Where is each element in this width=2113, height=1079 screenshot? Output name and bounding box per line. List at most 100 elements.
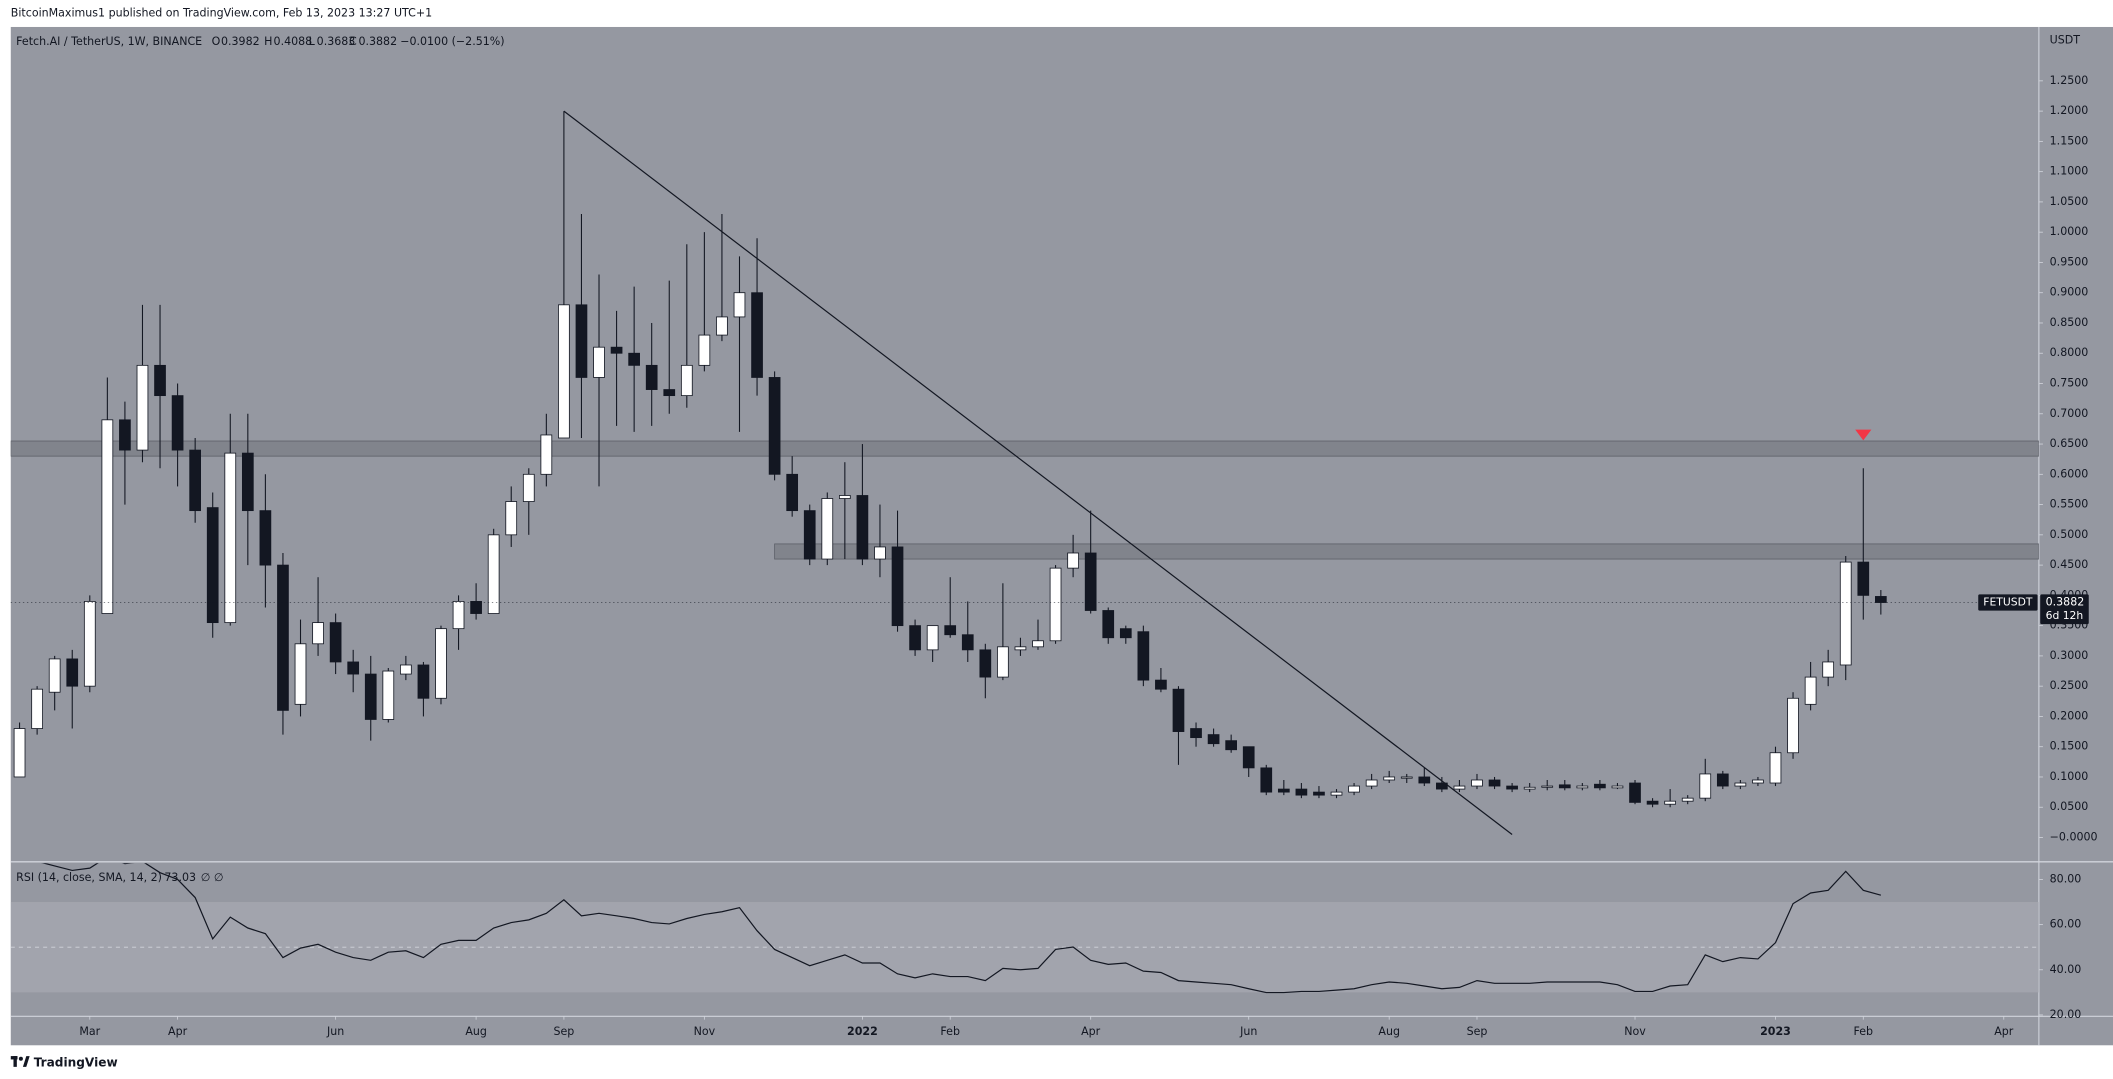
candle-body — [1594, 783, 1606, 789]
candle-body — [1155, 679, 1167, 690]
candle-body — [1804, 676, 1817, 705]
candle-body — [663, 389, 676, 397]
price-tag-value: 0.3882 — [2046, 596, 2085, 609]
currency-label: USDT — [2050, 33, 2081, 46]
candle-body — [1629, 782, 1641, 803]
candle-body — [1032, 640, 1044, 648]
candle-body — [31, 688, 43, 729]
candle-body — [1523, 786, 1536, 790]
trendline — [563, 110, 1513, 835]
candle-body — [1646, 800, 1659, 805]
logo-part — [13, 1056, 17, 1067]
x-tick-label: Feb — [1854, 1025, 1874, 1038]
y-tick-label: 40.00 — [2050, 963, 2082, 976]
x-tick-label: Jun — [1239, 1025, 1257, 1038]
candle-body — [241, 452, 254, 512]
candle-body — [768, 377, 781, 475]
y-tick-label: 0.1500 — [2050, 740, 2089, 753]
candle-body — [997, 646, 1009, 678]
open-value: 0.3982 — [221, 35, 260, 48]
candle-body — [329, 622, 342, 663]
candle-body — [575, 304, 588, 378]
footer-brand: TradingView — [34, 1055, 118, 1069]
change-value: −0.0100 (−2.51%) — [400, 35, 504, 48]
candle-body — [206, 507, 219, 624]
candle-body — [224, 452, 237, 624]
signal-arrow — [1855, 429, 1872, 441]
candle-body — [716, 316, 728, 336]
y-tick-label: 0.9000 — [2050, 286, 2089, 299]
candle-body — [1875, 596, 1887, 603]
candle-body — [698, 334, 711, 366]
candle-body — [1839, 561, 1852, 666]
candle-body — [1541, 785, 1554, 788]
candle-body — [83, 601, 96, 687]
candle-body — [1207, 734, 1220, 745]
y-tick-label: −0.0000 — [2050, 830, 2098, 843]
y-tick-label: 1.1000 — [2050, 165, 2089, 178]
candle-body — [610, 346, 623, 354]
candle-body — [435, 628, 447, 699]
candle-body — [487, 534, 500, 614]
symbol-tag-bg — [1978, 594, 2038, 611]
chart-background — [10, 26, 2113, 1046]
symbol-tag: FETUSDT — [1983, 596, 2033, 609]
y-tick-label: 1.0500 — [2050, 195, 2089, 208]
y-tick-label: 0.7500 — [2050, 377, 2089, 390]
publisher-line: BitcoinMaximus1 published on TradingView… — [11, 6, 432, 19]
rsi-last-value: 73.03 — [164, 871, 196, 884]
candle-body — [944, 625, 957, 636]
y-tick-label: 0.6500 — [2050, 437, 2089, 450]
y-tick-label: 0.3000 — [2050, 649, 2089, 662]
price-pane — [10, 110, 2039, 835]
y-tick-label: 0.4500 — [2050, 558, 2089, 571]
y-tick-label: 1.0000 — [2050, 225, 2089, 238]
y-tick-label: 0.8500 — [2050, 316, 2089, 329]
candle-body — [1857, 561, 1870, 596]
candle-body — [505, 501, 518, 536]
candle-body — [1049, 567, 1062, 642]
candle-body — [1225, 740, 1238, 751]
candle-body — [751, 292, 763, 378]
candle-body — [1681, 797, 1694, 802]
open-label: O — [212, 35, 221, 48]
y-tick-label: 0.2000 — [2050, 709, 2089, 722]
candle-body — [1242, 746, 1255, 769]
candle-body — [1313, 791, 1325, 796]
candle-body — [1734, 782, 1747, 787]
candle-body — [1611, 785, 1624, 789]
close-label: C — [349, 35, 357, 48]
candle-body — [926, 625, 939, 651]
y-tick-label: 80.00 — [2050, 872, 2082, 885]
candle-body — [522, 473, 535, 502]
candle-body — [1752, 779, 1764, 784]
logo-part — [22, 1056, 30, 1067]
candle-body — [909, 625, 921, 651]
y-tick-label: 0.9500 — [2050, 255, 2089, 268]
candle-body — [119, 419, 131, 451]
rsi-pane — [10, 863, 2039, 994]
rsi-line — [41, 863, 1882, 994]
candle-body — [154, 364, 166, 397]
candle-body — [821, 498, 834, 560]
candle-body — [803, 510, 816, 560]
y-tick-label: 1.1500 — [2050, 134, 2089, 147]
candle-body — [961, 634, 974, 651]
candle-body — [1260, 767, 1273, 793]
candle-body — [891, 546, 904, 627]
x-tick-label: Sep — [1467, 1025, 1488, 1038]
candle-body — [1769, 752, 1782, 784]
x-tick-label: Jun — [326, 1025, 344, 1038]
candle-body — [1576, 785, 1589, 789]
x-tick-label: 2023 — [1760, 1025, 1791, 1038]
close-value: 0.3882 — [358, 35, 397, 48]
x-tick-label: Feb — [940, 1025, 960, 1038]
candle-body — [312, 622, 324, 645]
candle-body — [382, 670, 395, 720]
candle-body — [645, 364, 658, 390]
y-tick-label: 1.2000 — [2050, 104, 2089, 117]
y-tick-label: 60.00 — [2050, 918, 2082, 931]
resistance-zone — [10, 440, 2039, 457]
candle-body — [1400, 776, 1413, 779]
candle-body — [1295, 788, 1308, 796]
